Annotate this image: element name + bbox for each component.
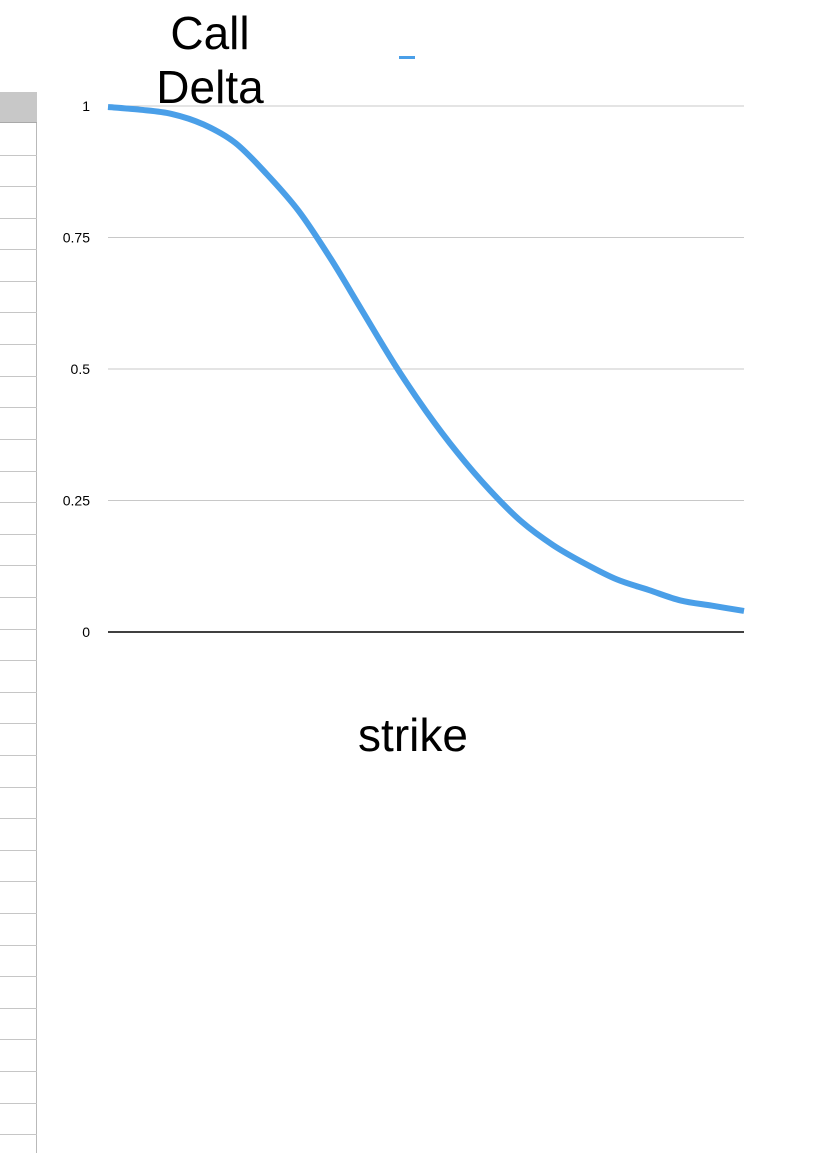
spreadsheet-row-line — [0, 1039, 37, 1040]
spreadsheet-row-line — [0, 755, 37, 756]
spreadsheet-row-line — [0, 660, 37, 661]
spreadsheet-row-line — [0, 945, 37, 946]
spreadsheet-row-line — [0, 218, 37, 219]
gridlines — [108, 105, 744, 501]
spreadsheet-row-line — [0, 1103, 37, 1104]
spreadsheet-column-header[interactable] — [0, 92, 37, 123]
spreadsheet-row-line — [0, 723, 37, 724]
series-line — [107, 104, 745, 614]
spreadsheet-row-line — [0, 534, 37, 535]
spreadsheet-row-line — [0, 787, 37, 788]
spreadsheet-row-line — [0, 186, 37, 187]
y-tick-label: 0.75 — [63, 230, 90, 246]
spreadsheet-row-line — [0, 344, 37, 345]
spreadsheet-row-line — [0, 818, 37, 819]
legend-swatch — [399, 56, 415, 59]
chart-title-line: Call — [170, 7, 250, 59]
spreadsheet-row-line — [0, 312, 37, 313]
spreadsheet-row-line — [0, 913, 37, 914]
spreadsheet-row-line — [0, 1071, 37, 1072]
y-tick-label: 0.5 — [71, 361, 91, 377]
spreadsheet-row-line — [0, 597, 37, 598]
spreadsheet-row-line — [0, 1134, 37, 1135]
spreadsheet-row-line — [0, 502, 37, 503]
spreadsheet-row-line — [0, 376, 37, 377]
spreadsheet-row-line — [0, 155, 37, 156]
chart-title-line: Delta — [156, 61, 264, 113]
spreadsheet-row-line — [0, 407, 37, 408]
y-tick-label: 0.25 — [63, 493, 90, 509]
y-tick-label: 1 — [82, 98, 90, 114]
y-tick-label: 0 — [82, 624, 90, 640]
spreadsheet-row-line — [0, 850, 37, 851]
spreadsheet-column — [0, 92, 37, 1153]
x-axis-label: strike — [358, 709, 468, 761]
spreadsheet-row-line — [0, 976, 37, 977]
spreadsheet-row-line — [0, 692, 37, 693]
spreadsheet-row-line — [0, 629, 37, 630]
chart-title: Call Delta — [150, 6, 270, 114]
spreadsheet-row-line — [0, 471, 37, 472]
spreadsheet-row-line — [0, 1008, 37, 1009]
y-tick-labels: 1 0.75 0.5 0.25 0 — [63, 98, 90, 640]
spreadsheet-row-line — [0, 565, 37, 566]
spreadsheet-row-line — [0, 439, 37, 440]
spreadsheet-row-line — [0, 281, 37, 282]
spreadsheet-row-line — [0, 881, 37, 882]
spreadsheet-row-line — [0, 249, 37, 250]
